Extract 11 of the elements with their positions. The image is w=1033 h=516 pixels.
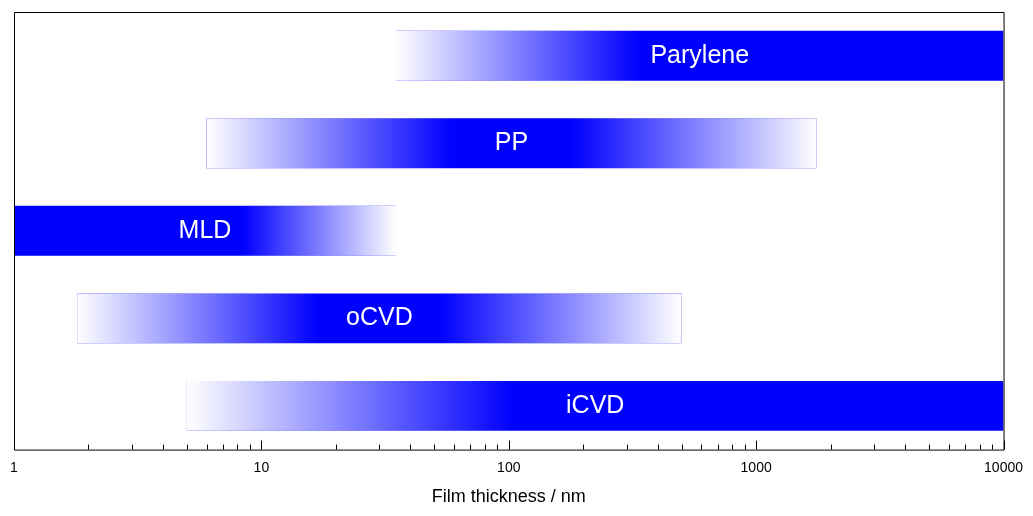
y-tick-label: PP xyxy=(494,127,529,156)
x-tick-label: 10 xyxy=(253,458,270,475)
x-tick-label: 100 xyxy=(497,458,521,475)
y-tick-label: iCVD xyxy=(566,389,625,418)
x-tick-label: 1 xyxy=(10,458,19,475)
y-tick-label: MLD xyxy=(178,214,232,243)
x-tick-label: 10000 xyxy=(984,458,1024,475)
x-axis-title: Film thickness / nm xyxy=(431,486,586,507)
y-tick-label: Parylene xyxy=(650,39,750,68)
x-tick-label: 1000 xyxy=(740,458,772,475)
y-tick-label: oCVD xyxy=(346,302,413,331)
